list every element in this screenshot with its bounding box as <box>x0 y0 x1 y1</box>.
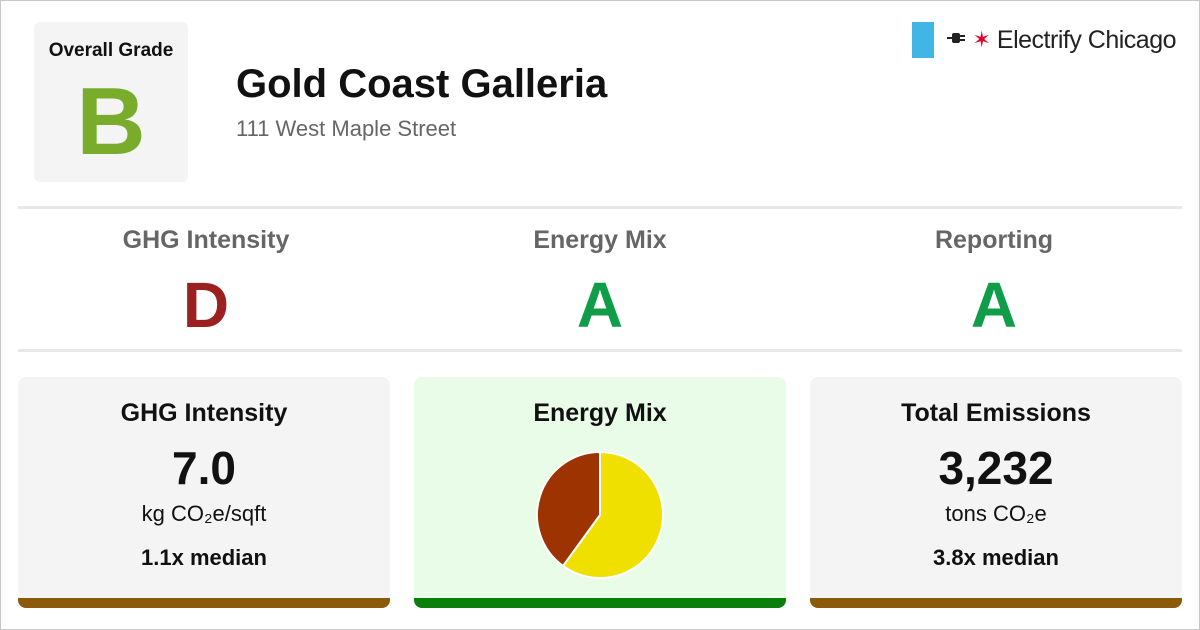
electrify-chicago-logo[interactable]: ✶ Electrify Chicago <box>912 22 1177 58</box>
subgrade-letter: D <box>182 269 230 341</box>
energy-mix-card: Energy Mix <box>414 377 786 608</box>
card-accent-bar <box>810 598 1182 608</box>
subgrade-letter: A <box>970 269 1018 341</box>
card-accent-bar <box>18 598 390 608</box>
divider <box>18 349 1182 352</box>
energy-mix-pie-chart <box>536 450 664 579</box>
ghg-intensity-card: GHG Intensity 7.0 kg CO₂e/sqft 1.1x medi… <box>18 377 390 608</box>
subgrade-reporting: Reporting A <box>804 226 1184 337</box>
subgrade-label: GHG Intensity <box>122 226 290 254</box>
card-title: Energy Mix <box>533 399 667 427</box>
total-emissions-unit: tons CO₂e <box>945 501 1047 526</box>
overall-grade-label: Overall Grade <box>48 40 174 61</box>
divider <box>18 206 1182 209</box>
plug-icon <box>946 31 966 50</box>
logo-blue-bar <box>912 22 935 58</box>
total-emissions-card: Total Emissions 3,232 tons CO₂e 3.8x med… <box>810 377 1182 608</box>
chicago-star-icon: ✶ <box>972 27 991 52</box>
overall-grade-letter: B <box>76 68 146 175</box>
ghg-intensity-median: 1.1x median <box>141 545 267 570</box>
pie-slice-1 <box>536 450 601 568</box>
subgrade-energy-mix: Energy Mix A <box>410 226 790 337</box>
card-title: Total Emissions <box>901 399 1091 427</box>
subgrade-letter: A <box>576 269 624 341</box>
subgrade-ghg-intensity: GHG Intensity D <box>16 226 396 337</box>
ghg-intensity-value: 7.0 <box>172 442 236 494</box>
logo-text: Electrify Chicago <box>996 25 1177 54</box>
building-address: 111 West Maple Street <box>236 116 457 141</box>
pie-slice-0 <box>561 450 664 579</box>
total-emissions-value: 3,232 <box>938 442 1054 494</box>
overall-grade-box: Overall Grade B <box>34 22 188 182</box>
card-title: GHG Intensity <box>120 399 288 427</box>
total-emissions-median: 3.8x median <box>933 545 1059 570</box>
subgrade-label: Energy Mix <box>533 226 667 254</box>
subgrade-label: Reporting <box>934 226 1054 254</box>
ghg-intensity-unit: kg CO₂e/sqft <box>141 501 267 526</box>
building-name: Gold Coast Galleria <box>236 62 608 106</box>
card-accent-bar <box>414 598 786 608</box>
